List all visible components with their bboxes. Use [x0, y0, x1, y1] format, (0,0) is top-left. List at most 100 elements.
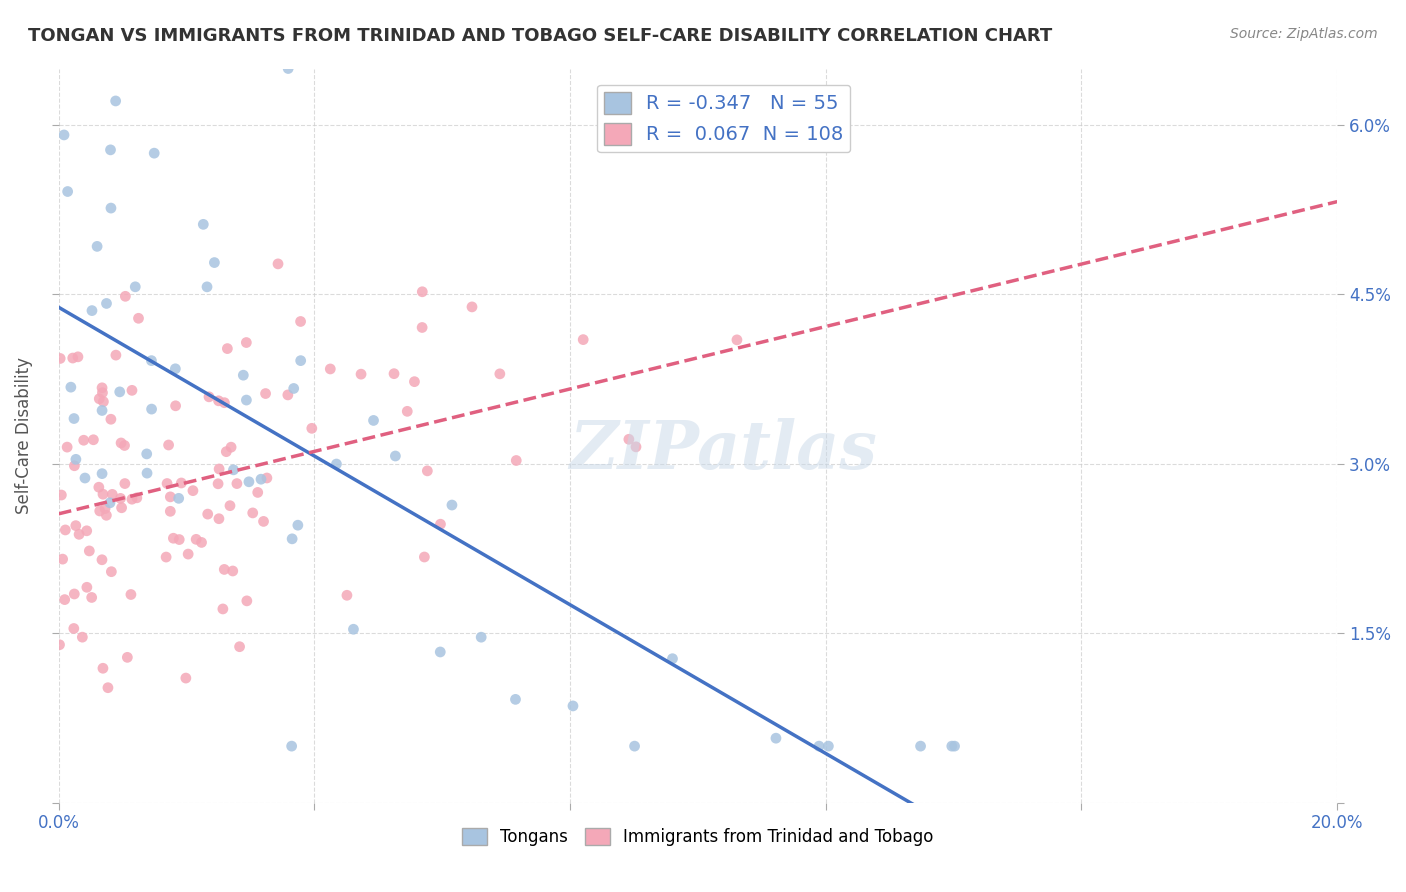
Point [125, 491, 148, 505]
Point [232, 368, 254, 383]
Point [156, 476, 179, 491]
Point [429, 517, 451, 532]
Point [82, 433, 104, 447]
Point [267, 257, 290, 271]
Point [222, 564, 245, 578]
Point [197, 507, 219, 521]
Point [100, 565, 122, 579]
Point [100, 412, 122, 426]
Point [114, 476, 136, 491]
Point [51, 488, 73, 502]
Point [193, 218, 215, 232]
Point [67, 527, 90, 541]
Point [281, 532, 304, 546]
Text: ZIPatlas: ZIPatlas [569, 417, 877, 483]
Point [416, 464, 439, 478]
Point [287, 518, 309, 533]
Point [63, 587, 86, 601]
Point [413, 549, 436, 564]
Point [280, 739, 302, 753]
Point [114, 289, 136, 303]
Point [114, 438, 136, 452]
Point [214, 562, 236, 576]
Point [562, 698, 585, 713]
Point [283, 381, 305, 395]
Point [110, 491, 132, 506]
Point [207, 393, 229, 408]
Point [228, 640, 250, 654]
Point [98, 496, 121, 510]
Point [165, 361, 187, 376]
Point [181, 483, 204, 498]
Y-axis label: Self-Care Disability: Self-Care Disability [15, 357, 32, 514]
Point [214, 395, 236, 409]
Point [325, 457, 347, 471]
Point [461, 300, 484, 314]
Point [215, 444, 238, 458]
Point [396, 404, 419, 418]
Point [73, 471, 96, 485]
Point [101, 487, 124, 501]
Point [277, 388, 299, 402]
Point [80, 303, 103, 318]
Text: Source: ZipAtlas.com: Source: ZipAtlas.com [1230, 27, 1378, 41]
Point [225, 476, 247, 491]
Point [505, 692, 527, 706]
Point [104, 348, 127, 362]
Legend: R = -0.347   N = 55, R =  0.067  N = 108: R = -0.347 N = 55, R = 0.067 N = 108 [598, 85, 851, 153]
Point [208, 462, 231, 476]
Point [350, 367, 373, 381]
Point [49, 351, 72, 366]
Point [440, 498, 463, 512]
Point [91, 381, 114, 395]
Point [52, 552, 75, 566]
Point [91, 467, 114, 481]
Point [290, 314, 312, 328]
Point [301, 421, 323, 435]
Point [63, 411, 86, 425]
Point [256, 471, 278, 485]
Point [725, 333, 748, 347]
Point [76, 524, 98, 538]
Point [190, 535, 212, 549]
Point [128, 311, 150, 326]
Point [91, 385, 114, 400]
Point [141, 402, 163, 417]
Point [195, 280, 218, 294]
Point [817, 739, 839, 753]
Point [159, 490, 181, 504]
Point [198, 390, 221, 404]
Point [96, 296, 118, 310]
Point [80, 591, 103, 605]
Point [165, 399, 187, 413]
Point [623, 739, 645, 753]
Point [222, 463, 245, 477]
Point [135, 447, 157, 461]
Point [117, 650, 139, 665]
Point [121, 492, 143, 507]
Point [91, 487, 114, 501]
Point [79, 544, 101, 558]
Point [89, 392, 111, 406]
Point [235, 393, 257, 408]
Point [941, 739, 963, 753]
Point [72, 630, 94, 644]
Point [236, 594, 259, 608]
Point [319, 362, 342, 376]
Point [56, 185, 79, 199]
Point [124, 280, 146, 294]
Point [63, 458, 86, 473]
Point [110, 436, 132, 450]
Point [429, 645, 451, 659]
Point [174, 671, 197, 685]
Point [363, 413, 385, 427]
Point [100, 143, 122, 157]
Point [141, 353, 163, 368]
Point [108, 384, 131, 399]
Point [910, 739, 932, 753]
Point [250, 472, 273, 486]
Point [505, 453, 527, 467]
Point [86, 239, 108, 253]
Point [162, 531, 184, 545]
Point [765, 731, 787, 746]
